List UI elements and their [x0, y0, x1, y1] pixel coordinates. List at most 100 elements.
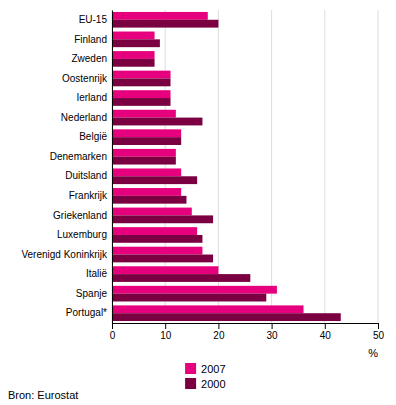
y-tick-label: Finland	[74, 34, 107, 45]
bar	[112, 137, 181, 145]
y-tick: Nederland	[61, 112, 112, 123]
x-tick: 0	[110, 323, 116, 341]
bar	[112, 255, 213, 263]
y-tick-label: Griekenland	[53, 210, 107, 221]
y-tick: Ierland	[76, 92, 112, 103]
y-tick: België	[79, 131, 112, 142]
x-tick-mark	[112, 323, 113, 329]
y-tick-label: Duitsland	[65, 170, 107, 181]
bars	[112, 12, 341, 321]
legend-item: 2007	[185, 363, 225, 375]
plot: 0 10 20 30 40 50% EU-15 Finland Zweden Oostenrijk…	[21, 10, 384, 359]
y-tick-label: Verenigd Koninkrijk	[21, 249, 108, 260]
bar	[112, 313, 341, 321]
y-tick: EU-15	[79, 14, 112, 25]
bar	[112, 59, 155, 67]
bar	[112, 266, 218, 274]
y-tick-label: Zweden	[71, 53, 107, 64]
bar	[112, 208, 192, 216]
bar-series	[112, 20, 341, 321]
x-axis-label: %	[368, 347, 378, 359]
y-tick: Oostenrijk	[62, 73, 112, 84]
y-tick: Denemarken	[50, 151, 112, 162]
bar	[112, 71, 171, 79]
bar	[112, 90, 171, 98]
y-tick-label: Spanje	[76, 288, 108, 299]
x-tick: 20	[213, 323, 225, 341]
source-note: Bron: Eurostat	[8, 389, 78, 401]
x-tick-mark	[378, 323, 379, 329]
y-axis: EU-15 Finland Zweden Oostenrijk Ierland Neder…	[21, 11, 112, 324]
bar	[112, 227, 197, 235]
legend: 2007 2000	[185, 363, 225, 390]
bar	[112, 196, 186, 204]
x-tick-label: 50	[373, 330, 385, 341]
x-axis: 0 10 20 30 40 50	[110, 323, 385, 341]
bar	[112, 129, 181, 137]
bar	[112, 51, 155, 59]
legend-item: 2000	[185, 378, 225, 390]
grid-line	[112, 10, 113, 323]
y-tick-label: Frankrijk	[69, 190, 108, 201]
y-tick: Spanje	[76, 288, 112, 299]
bar	[112, 110, 176, 118]
grid-line	[324, 10, 325, 323]
bar	[112, 157, 176, 165]
legend-label: 2007	[201, 363, 225, 375]
bar	[112, 176, 197, 184]
y-tick-label: Nederland	[61, 112, 107, 123]
bar	[112, 286, 277, 294]
y-tick-label: EU-15	[79, 14, 108, 25]
bar	[112, 305, 304, 313]
legend-swatch	[185, 363, 196, 374]
chart-container: 0 10 20 30 40 50% EU-15 Finland Zweden Oostenrijk…	[0, 0, 396, 405]
y-tick-label: Oostenrijk	[62, 73, 108, 84]
y-tick: Verenigd Koninkrijk	[21, 249, 112, 260]
grid	[112, 10, 378, 323]
grid-line	[271, 10, 272, 323]
bar-series	[112, 12, 304, 313]
y-tick: Italië	[86, 268, 112, 279]
y-tick: Griekenland	[53, 210, 112, 221]
bar	[112, 78, 171, 86]
y-tick-label: Ierland	[76, 92, 107, 103]
x-tick: 40	[320, 323, 332, 341]
y-tick: Luxemburg	[57, 229, 112, 240]
bar	[112, 12, 208, 20]
x-tick-mark	[325, 323, 326, 329]
chart: 0 10 20 30 40 50% EU-15 Finland Zweden Oostenrijk…	[0, 0, 396, 405]
bar	[112, 20, 218, 28]
bar	[112, 168, 181, 176]
y-tick-label: Denemarken	[50, 151, 107, 162]
y-tick-label: Italië	[86, 268, 108, 279]
x-tick-label: 10	[160, 330, 172, 341]
legend-swatch	[185, 378, 196, 389]
x-axis-line	[113, 324, 379, 330]
bar	[112, 98, 171, 106]
x-tick-label: 20	[213, 330, 225, 341]
y-tick-label: Luxemburg	[57, 229, 107, 240]
y-tick: Finland	[74, 34, 112, 45]
y-tick: Zweden	[71, 53, 112, 64]
y-tick-label: Portugal*	[66, 307, 107, 318]
x-tick-label: 30	[267, 330, 279, 341]
x-tick: 10	[160, 323, 172, 341]
y-tick: Frankrijk	[69, 190, 112, 201]
bar	[112, 188, 181, 196]
bar	[112, 235, 202, 243]
bar	[112, 274, 250, 282]
x-tick-label: 40	[320, 330, 332, 341]
y-axis-line	[112, 11, 113, 324]
grid-line	[378, 10, 379, 323]
y-tick: Portugal*	[66, 307, 112, 318]
legend-label: 2000	[201, 378, 225, 390]
bar	[112, 39, 160, 47]
x-tick: 30	[267, 323, 279, 341]
x-tick-mark	[218, 323, 219, 329]
y-tick-label: België	[79, 131, 107, 142]
bar	[112, 215, 213, 223]
y-tick: Duitsland	[65, 170, 112, 181]
bar	[112, 149, 176, 157]
x-tick: 50	[373, 323, 385, 341]
bar	[112, 247, 202, 255]
